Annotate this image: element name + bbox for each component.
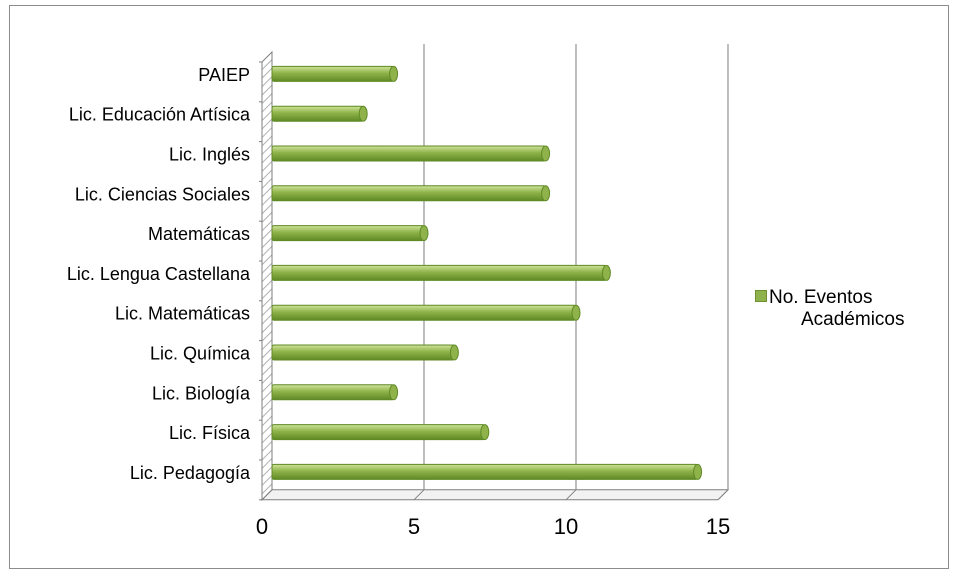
bar-cap [389, 384, 399, 401]
legend-label-1: No. Eventos [769, 287, 873, 308]
category-label: Lic. Biología [152, 383, 251, 403]
gridline-depth-15 [717, 489, 729, 501]
bar-cap [571, 304, 581, 321]
x-tick-label: 0 [256, 514, 268, 539]
bar [271, 344, 455, 361]
bar-cap [389, 65, 399, 82]
legend: No. Eventos Académicos [755, 287, 905, 331]
gridline-depth-10 [565, 489, 577, 501]
category-label: Lic. Pedagogía [130, 463, 251, 483]
bar-cap [601, 264, 611, 281]
category-label: Lic. Matemáticas [115, 304, 250, 324]
x-tick-label: 10 [554, 514, 578, 539]
legend-line-1: No. Eventos [755, 287, 905, 309]
category-label: Matemáticas [148, 224, 250, 244]
bar [271, 225, 425, 242]
bar [271, 65, 395, 82]
legend-line-2: Académicos [801, 309, 905, 330]
x-tick-label: 5 [408, 514, 420, 539]
bar [271, 384, 395, 401]
bar [271, 424, 486, 441]
bar-cap [480, 424, 490, 441]
gridline-depth-0 [261, 489, 273, 501]
bar [271, 145, 547, 162]
axis-floor [260, 489, 730, 501]
bar-cap [541, 185, 551, 202]
bar-cap [693, 463, 703, 480]
category-label: Lic. Física [169, 423, 251, 443]
gridline-depth-5 [413, 489, 425, 501]
category-label: Lic. Lengua Castellana [67, 264, 251, 284]
bar-cap [541, 145, 551, 162]
bar-cap [358, 105, 368, 122]
category-label: Lic. Educación Artísica [69, 105, 251, 125]
bar [271, 264, 607, 281]
category-label: Lic. Química [150, 344, 251, 364]
category-label: Lic. Inglés [169, 145, 250, 165]
bar-cap [419, 225, 429, 242]
axis-wall [261, 50, 273, 502]
bar [271, 304, 577, 321]
category-label: Lic. Ciencias Sociales [75, 184, 250, 204]
bar-cap [449, 344, 459, 361]
bar [271, 105, 364, 122]
bar [271, 463, 699, 480]
x-tick-label: 15 [706, 514, 730, 539]
bar [271, 185, 547, 202]
legend-swatch [755, 290, 767, 302]
category-label: PAIEP [198, 65, 250, 85]
